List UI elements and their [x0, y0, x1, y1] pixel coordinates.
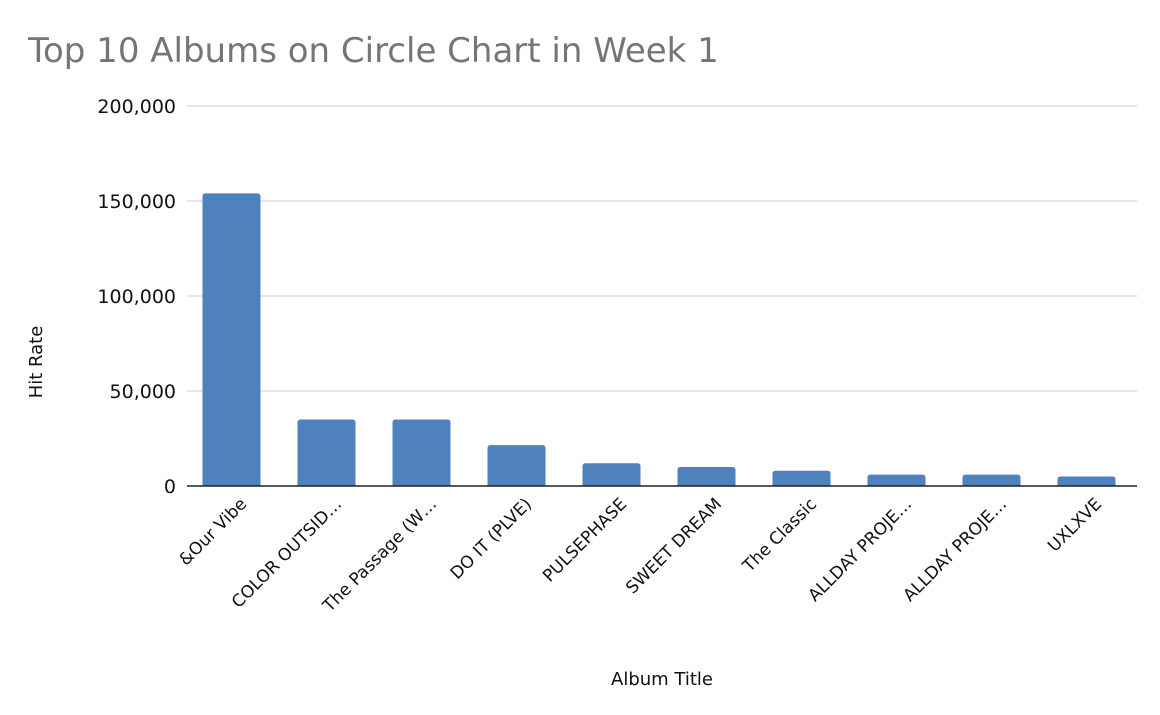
- bar: [677, 467, 736, 486]
- bar: [1057, 476, 1116, 486]
- y-tick-label: 100,000: [97, 286, 176, 308]
- y-tick-label: 200,000: [97, 96, 176, 118]
- bar: [772, 470, 831, 486]
- bar: [962, 474, 1021, 486]
- x-tick-label: DO IT (PLVE): [447, 494, 536, 583]
- y-axis-label: Hit Rate: [26, 326, 47, 399]
- chart-title: Top 10 Albums on Circle Chart in Week 1: [27, 31, 719, 71]
- bar: [487, 445, 546, 486]
- y-tick-label: 50,000: [110, 381, 176, 403]
- x-tick-label: &Our Vibe: [175, 494, 251, 570]
- x-tick-label: PULSEPHASE: [539, 494, 631, 586]
- x-tick-label: SWEET DREAM: [622, 494, 726, 598]
- bar: [867, 474, 926, 486]
- x-axis-label: Album Title: [611, 669, 713, 690]
- y-tick-label: 0: [164, 476, 176, 498]
- bars: [202, 193, 1116, 486]
- bar: [202, 193, 261, 486]
- gridlines: [187, 105, 1137, 392]
- y-tick-label: 150,000: [97, 191, 176, 213]
- y-axis-ticks: 0 50,000 100,000 150,000 200,000: [97, 96, 176, 498]
- bar: [582, 463, 641, 486]
- x-tick-label: The Classic: [738, 494, 821, 577]
- bar: [297, 419, 356, 486]
- bar: [392, 419, 451, 486]
- x-tick-label: UXLXVE: [1044, 494, 1106, 556]
- x-tick-label: ALLDAY PROJE…: [900, 494, 1011, 605]
- x-tick-label: ALLDAY PROJE…: [805, 494, 916, 605]
